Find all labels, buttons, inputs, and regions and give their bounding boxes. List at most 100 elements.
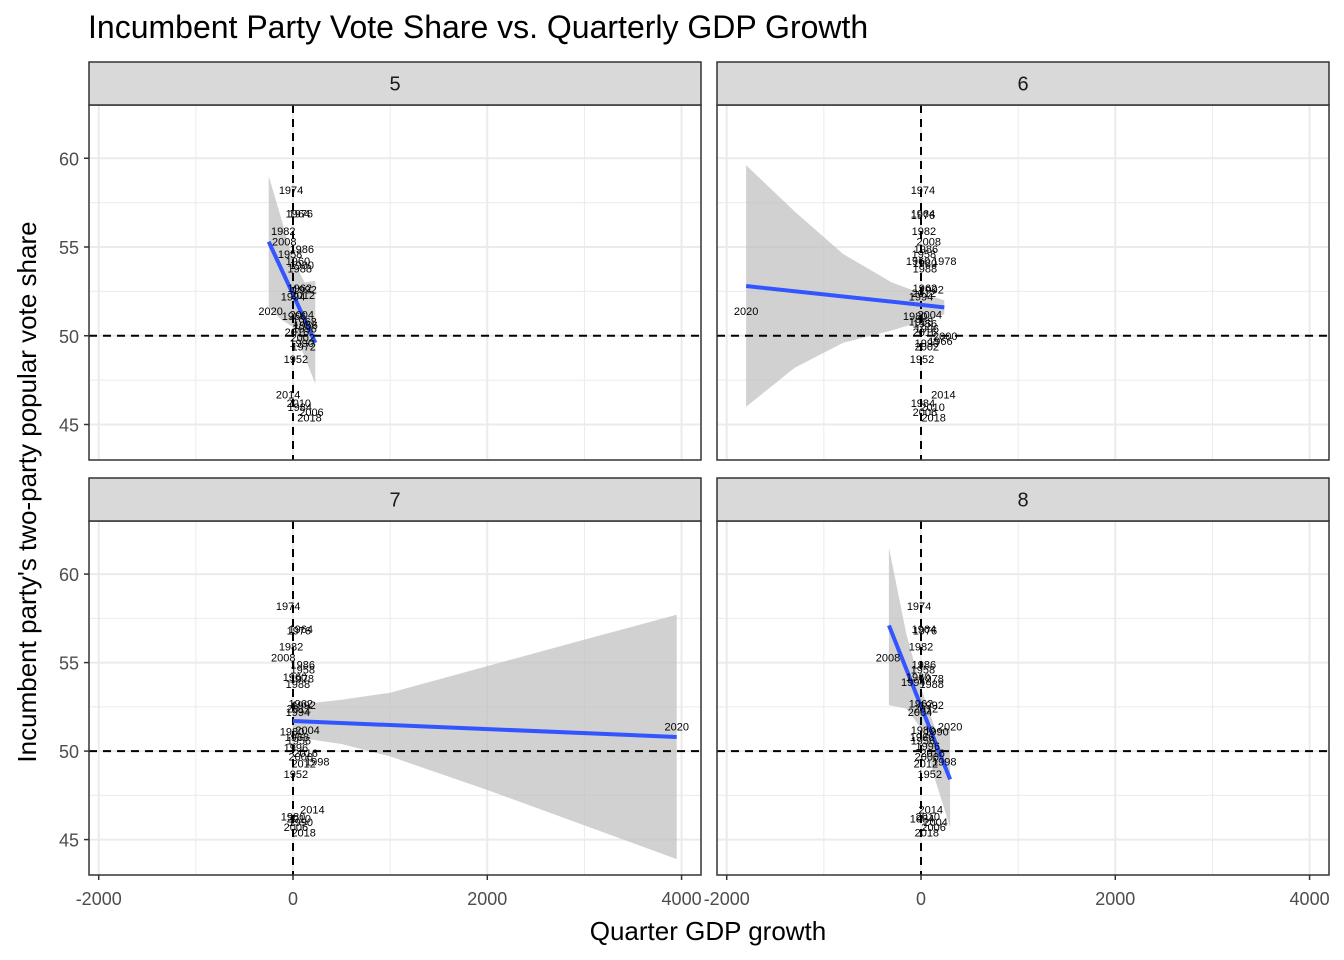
point-label: 1986 [914, 244, 938, 256]
point-label: 1972 [291, 341, 315, 353]
point-label: 1992 [291, 700, 315, 712]
point-label: 2016 [920, 748, 944, 760]
point-label: 1952 [284, 354, 308, 366]
point-label: 1952 [918, 769, 942, 781]
point-label: 1980 [913, 258, 937, 270]
point-label: 1996 [292, 324, 316, 336]
point-label: 1962 [288, 283, 312, 295]
point-label: 2020 [664, 721, 688, 733]
point-label: 1980 [903, 311, 927, 323]
point-label: 1956 [913, 318, 937, 330]
point-label: 2002 [915, 341, 939, 353]
facet-strip [88, 61, 702, 106]
point-label: 1992 [292, 285, 316, 297]
point-label: 2004 [908, 707, 932, 719]
point-label: 2012 [914, 704, 938, 716]
point-label: 1968 [292, 317, 316, 329]
point-label: 1996 [284, 743, 308, 755]
point-label: 1960 [283, 672, 307, 684]
point-label: 1994 [286, 707, 310, 719]
facet-strip-label: 8 [1017, 490, 1028, 512]
point-label: 1990 [289, 817, 313, 829]
x-tick-label: 0 [916, 889, 926, 909]
point-label: 2010 [916, 812, 940, 824]
point-label: 1980 [290, 260, 314, 272]
point-label: 1956 [293, 320, 317, 332]
point-label: 1984 [910, 813, 934, 825]
point-label: 2000 [915, 751, 939, 763]
point-label: 2018 [921, 412, 945, 424]
point-label: 1982 [279, 642, 303, 654]
point-label: 1956 [911, 735, 935, 747]
point-label: 2012 [291, 758, 315, 770]
point-label: 1994 [901, 677, 925, 689]
point-label: 1960 [906, 672, 930, 684]
y-tick-label: 60 [59, 565, 79, 585]
point-label: 2006 [284, 822, 308, 834]
point-label: 1996 [916, 741, 940, 753]
point-label: 1958 [911, 665, 935, 677]
facet-panel-6: 1974196419761982200819861958196019801978… [716, 61, 1330, 461]
point-label: 2016 [913, 327, 937, 339]
y-axis-title: Incumbent party's two-party popular vote… [12, 221, 42, 762]
point-label: 1976 [289, 208, 313, 220]
point-label: 1968 [285, 732, 309, 744]
y-tick-label: 45 [59, 416, 79, 436]
point-label: 2016 [293, 748, 317, 760]
point-label: 2004 [923, 817, 947, 829]
point-label: 1988 [286, 679, 310, 691]
point-label: 2018 [291, 828, 315, 840]
point-label: 2010 [287, 813, 311, 825]
point-label: 2008 [272, 237, 296, 249]
point-label: 1966 [282, 311, 306, 323]
point-label: 1958 [278, 249, 302, 261]
confidence-ribbon [888, 547, 951, 828]
point-label: 2016 [285, 327, 309, 339]
point-label: 1962 [289, 698, 313, 710]
point-label: 1960 [906, 256, 930, 268]
point-label: 1958 [912, 249, 936, 261]
x-tick-label: -2000 [704, 889, 750, 909]
point-label: 2006 [921, 822, 945, 834]
point-label: 1966 [928, 336, 952, 348]
point-label: 2014 [931, 389, 955, 401]
y-tick-label: 55 [59, 654, 79, 674]
point-label: 1988 [288, 263, 312, 275]
point-label: 1976 [913, 626, 937, 638]
point-label: 2002 [290, 333, 314, 345]
point-label: 2020 [938, 721, 962, 733]
facet-panels: 1974196419761982200819861958196019801988… [59, 61, 1330, 909]
point-label: 2000 [289, 751, 313, 763]
point-label: 1982 [912, 226, 936, 238]
point-label: 1980 [911, 725, 935, 737]
point-label: 1992 [919, 700, 943, 712]
point-label: 2008 [271, 652, 295, 664]
point-label: 1964 [286, 208, 310, 220]
point-label: 1998 [932, 757, 956, 769]
point-label: 1984 [911, 398, 935, 410]
point-label: 1998 [305, 757, 329, 769]
point-label: 2004 [295, 725, 319, 737]
point-label: 2010 [287, 398, 311, 410]
point-label: 1962 [909, 698, 933, 710]
point-label: 1980 [281, 812, 305, 824]
point-label: 2012 [912, 288, 936, 300]
point-label: 1974 [276, 601, 300, 613]
facet-strip-label: 7 [389, 490, 400, 512]
confidence-ribbon [746, 165, 945, 407]
point-label: 1952 [910, 354, 934, 366]
point-label: 1990 [290, 338, 314, 350]
point-label: 1994 [909, 292, 933, 304]
panel-background [717, 521, 1329, 875]
point-label: 1976 [287, 626, 311, 638]
point-label: 1986 [290, 659, 314, 671]
y-tick-label: 60 [59, 149, 79, 169]
point-label: 1988 [919, 679, 943, 691]
point-label: 1964 [911, 208, 935, 220]
point-label: 1994 [281, 292, 305, 304]
point-label: 1962 [913, 283, 937, 295]
point-label: 1992 [919, 285, 943, 297]
x-tick-label: 0 [288, 889, 298, 909]
